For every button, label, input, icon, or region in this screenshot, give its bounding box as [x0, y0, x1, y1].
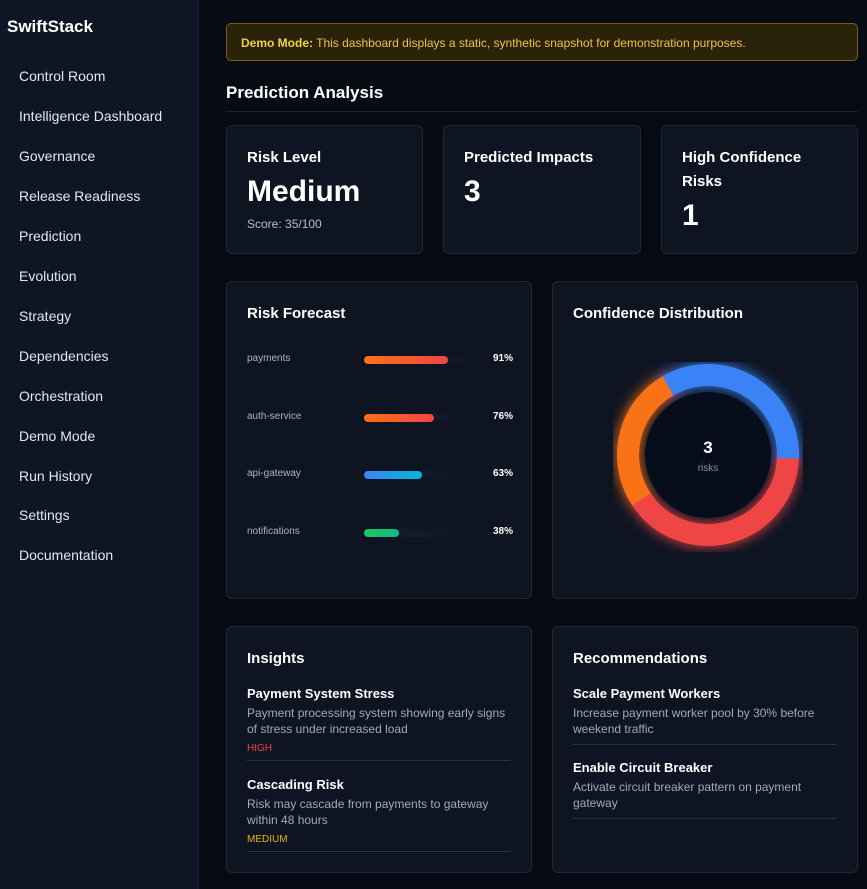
high-confidence-risks-value: 1: [682, 199, 699, 232]
sidebar-item-dependencies[interactable]: Dependencies: [19, 348, 109, 364]
donut-center-label: risks: [697, 463, 719, 474]
forecast-percent: 63%: [492, 468, 513, 479]
sidebar-item-prediction[interactable]: Prediction: [19, 228, 82, 244]
high-confidence-risks-card: High Confidence Risks 1: [661, 125, 858, 254]
predicted-impacts-title: Predicted Impacts: [464, 149, 594, 166]
recommendation-description: Activate circuit breaker pattern on paym…: [573, 780, 802, 810]
insight-description: Risk may cascade from payments to gatewa…: [247, 797, 489, 827]
insight-item[interactable]: Cascading Risk Risk may cascade from pay…: [247, 777, 511, 846]
insight-severity: MEDIUM: [247, 834, 288, 845]
insight-item[interactable]: Payment System Stress Payment processing…: [247, 686, 511, 755]
sidebar-item-settings[interactable]: Settings: [19, 507, 70, 523]
forecast-row-api-gateway: api-gateway 63%: [247, 467, 513, 481]
donut-center-count: 3: [703, 438, 713, 457]
banner-text: This dashboard displays a static, synthe…: [316, 36, 746, 50]
forecast-bar-fill: [364, 356, 448, 364]
sidebar-item-documentation[interactable]: Documentation: [19, 547, 114, 563]
insights-card: Insights Payment System Stress Payment p…: [226, 626, 532, 873]
high-confidence-risks-title: High Confidence Risks: [682, 149, 802, 190]
brand-logo[interactable]: SwiftStack: [7, 17, 93, 36]
recommendation-description: Increase payment worker pool by 30% befo…: [573, 706, 815, 736]
forecast-row-auth-service: auth-service 76%: [247, 410, 513, 424]
risk-level-title: Risk Level: [247, 149, 322, 166]
recommendation-divider: [573, 744, 837, 745]
forecast-percent: 38%: [492, 526, 513, 537]
forecast-bar-track: [364, 529, 474, 537]
recommendations-card: Recommendations Scale Payment Workers In…: [552, 626, 858, 873]
risk-forecast-title: Risk Forecast: [247, 305, 346, 322]
recommendation-title: Scale Payment Workers: [573, 686, 721, 701]
confidence-distribution-card: Confidence Distribution 3 risks: [552, 281, 858, 599]
predicted-impacts-card: Predicted Impacts 3: [443, 125, 641, 254]
recommendations-title: Recommendations: [573, 650, 708, 667]
section-divider: [226, 111, 858, 112]
sidebar-item-control-room[interactable]: Control Room: [19, 68, 106, 84]
page-title: Prediction Analysis: [226, 83, 384, 102]
forecast-label: payments: [247, 353, 291, 364]
sidebar-item-evolution[interactable]: Evolution: [19, 268, 77, 284]
forecast-bar-track: [364, 356, 474, 364]
sidebar-item-demo-mode[interactable]: Demo Mode: [19, 428, 96, 444]
forecast-row-payments: payments 91%: [247, 352, 513, 366]
insight-divider: [247, 760, 511, 761]
forecast-label: api-gateway: [247, 468, 301, 479]
recommendation-item[interactable]: Scale Payment Workers Increase payment w…: [573, 686, 837, 737]
forecast-percent: 76%: [492, 411, 513, 422]
donut-segment-2: [617, 376, 674, 506]
forecast-label: notifications: [247, 526, 300, 537]
demo-mode-banner: Demo Mode: This dashboard displays a sta…: [226, 23, 858, 61]
forecast-label: auth-service: [247, 411, 302, 422]
forecast-bar-fill: [364, 471, 422, 479]
sidebar-item-release-readiness[interactable]: Release Readiness: [19, 188, 141, 204]
risk-level-score: Score: 35/100: [247, 217, 322, 231]
insight-title: Payment System Stress: [247, 686, 395, 701]
predicted-impacts-value: 3: [464, 175, 481, 208]
insight-severity: HIGH: [247, 743, 272, 754]
risk-level-card: Risk Level Medium Score: 35/100: [226, 125, 423, 254]
forecast-row-notifications: notifications 38%: [247, 525, 513, 539]
insight-description: Payment processing system showing early …: [247, 706, 506, 736]
confidence-donut-chart: 3 risks: [613, 362, 803, 552]
risk-level-value: Medium: [247, 175, 361, 208]
sidebar-item-orchestration[interactable]: Orchestration: [19, 388, 104, 404]
sidebar-item-run-history[interactable]: Run History: [19, 468, 93, 484]
sidebar-item-governance[interactable]: Governance: [19, 148, 96, 164]
forecast-percent: 91%: [492, 353, 513, 364]
banner-strong-text: Demo Mode:: [241, 36, 313, 50]
insight-divider: [247, 851, 511, 852]
insights-title: Insights: [247, 650, 305, 667]
confidence-distribution-title: Confidence Distribution: [573, 305, 743, 322]
recommendation-title: Enable Circuit Breaker: [573, 760, 713, 775]
sidebar-item-strategy[interactable]: Strategy: [19, 308, 72, 324]
sidebar-item-intelligence-dashboard[interactable]: Intelligence Dashboard: [19, 108, 163, 124]
sidebar: SwiftStack Control Room Intelligence Das…: [0, 0, 199, 889]
donut-segment-0: [657, 364, 799, 470]
forecast-bar-track: [364, 471, 474, 479]
forecast-bar-fill: [364, 414, 434, 422]
recommendation-divider: [573, 818, 837, 819]
recommendation-item[interactable]: Enable Circuit Breaker Activate circuit …: [573, 760, 837, 811]
forecast-bar-fill: [364, 529, 399, 537]
donut-hole: [645, 392, 771, 518]
forecast-bar-track: [364, 414, 474, 422]
insight-title: Cascading Risk: [247, 777, 344, 792]
donut-svg: [617, 364, 799, 546]
risk-forecast-card: Risk Forecast payments 91% auth-service …: [226, 281, 532, 599]
donut-segment-1: [632, 457, 799, 546]
